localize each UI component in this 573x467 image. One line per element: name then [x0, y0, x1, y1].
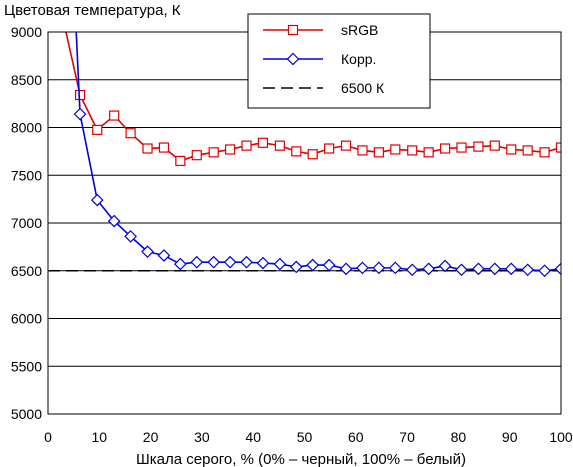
- data-point-0: [456, 142, 467, 153]
- y-tick-label: 5000: [11, 406, 42, 422]
- x-tick-label: 90: [502, 429, 518, 445]
- data-point-0: [158, 142, 170, 153]
- data-point-1: [504, 262, 518, 276]
- data-point-1: [256, 256, 270, 270]
- data-point-1: [190, 255, 204, 269]
- y-tick-label: 5500: [11, 358, 42, 374]
- data-point-0: [340, 140, 352, 151]
- data-point-1: [157, 249, 171, 262]
- data-point-1: [107, 214, 121, 228]
- y-tick-label: 8000: [11, 120, 42, 136]
- data-point-0: [142, 143, 153, 154]
- data-point-1: [422, 262, 435, 276]
- x-tick-label: 30: [194, 429, 210, 445]
- x-tick-label: 40: [245, 429, 261, 445]
- data-point-0: [208, 147, 219, 158]
- data-point-0: [390, 144, 401, 155]
- data-point-1: [174, 257, 187, 271]
- data-point-1: [289, 260, 303, 274]
- data-point-1: [141, 245, 154, 258]
- data-point-1: [488, 262, 502, 276]
- data-point-1: [339, 262, 353, 276]
- data-point-0: [357, 145, 368, 156]
- data-point-0: [407, 145, 418, 156]
- data-point-1: [240, 255, 253, 269]
- y-tick-label: 9000: [11, 24, 42, 40]
- data-point-1: [273, 257, 287, 271]
- data-point-0: [324, 143, 335, 154]
- data-point-0: [225, 144, 236, 155]
- data-point-1: [521, 263, 535, 277]
- data-point-1: [554, 262, 561, 276]
- legend-box: [247, 13, 431, 109]
- legend-label-2: 6500 К: [341, 80, 385, 96]
- x-tick-label: 10: [92, 429, 108, 445]
- data-point-1: [405, 263, 419, 277]
- series-layer: [48, 32, 561, 278]
- legend-marker-1: [286, 52, 300, 66]
- x-tick-label: 0: [44, 429, 52, 445]
- x-tick-label: 70: [399, 429, 415, 445]
- data-point-1: [356, 261, 369, 275]
- data-point-0: [522, 145, 533, 156]
- data-point-0: [175, 155, 186, 167]
- y-tick-label: 7500: [11, 167, 42, 183]
- x-tick-label: 80: [451, 429, 467, 445]
- data-point-1: [124, 230, 137, 243]
- data-point-1: [223, 255, 237, 269]
- x-tick-label: 20: [143, 429, 159, 445]
- data-point-0: [274, 140, 285, 151]
- data-point-0: [109, 110, 120, 121]
- data-point-1: [207, 255, 221, 269]
- y-tick-label: 8500: [11, 72, 42, 88]
- data-point-0: [191, 150, 202, 161]
- data-point-1: [73, 107, 87, 121]
- data-point-0: [257, 137, 269, 148]
- data-point-1: [372, 261, 386, 275]
- data-point-0: [473, 141, 484, 152]
- legend-label-1: Корр.: [341, 51, 376, 67]
- x-tick-label: 100: [549, 429, 573, 445]
- data-point-0: [506, 144, 517, 155]
- data-point-1: [90, 193, 104, 207]
- data-point-0: [291, 146, 302, 157]
- x-axis-title: Шкала серого, % (0% – черный, 100% – бел…: [136, 451, 466, 467]
- data-point-0: [555, 142, 561, 153]
- axes: 5000 5500 6000 6500 7000 7500 8000 8500 9000 0 10 2…: [11, 24, 573, 445]
- legend-label-0: sRGB: [341, 22, 378, 38]
- x-tick-label: 60: [348, 429, 364, 445]
- data-point-0: [373, 147, 384, 158]
- data-point-1: [438, 259, 452, 273]
- data-point-0: [439, 143, 451, 154]
- data-point-0: [489, 140, 500, 151]
- data-point-0: [423, 147, 434, 158]
- data-point-0: [307, 149, 318, 160]
- y-tick-label: 6000: [11, 311, 42, 327]
- legend: sRGB Корр. 6500 К: [247, 13, 431, 109]
- data-point-1: [388, 261, 402, 275]
- data-point-1: [306, 258, 320, 272]
- data-point-0: [539, 147, 550, 158]
- data-point-0: [125, 128, 136, 139]
- data-point-1: [472, 262, 485, 276]
- y-axis-title: Цветовая температура, К: [4, 2, 181, 19]
- data-point-1: [538, 264, 551, 278]
- legend-marker-0: [287, 24, 299, 36]
- data-point-0: [92, 124, 103, 135]
- x-tick-label: 50: [297, 429, 313, 445]
- data-point-1: [322, 258, 336, 272]
- y-tick-label: 7000: [11, 215, 42, 231]
- data-point-1: [455, 263, 468, 277]
- y-tick-label: 6500: [11, 263, 42, 279]
- data-point-0: [241, 140, 252, 151]
